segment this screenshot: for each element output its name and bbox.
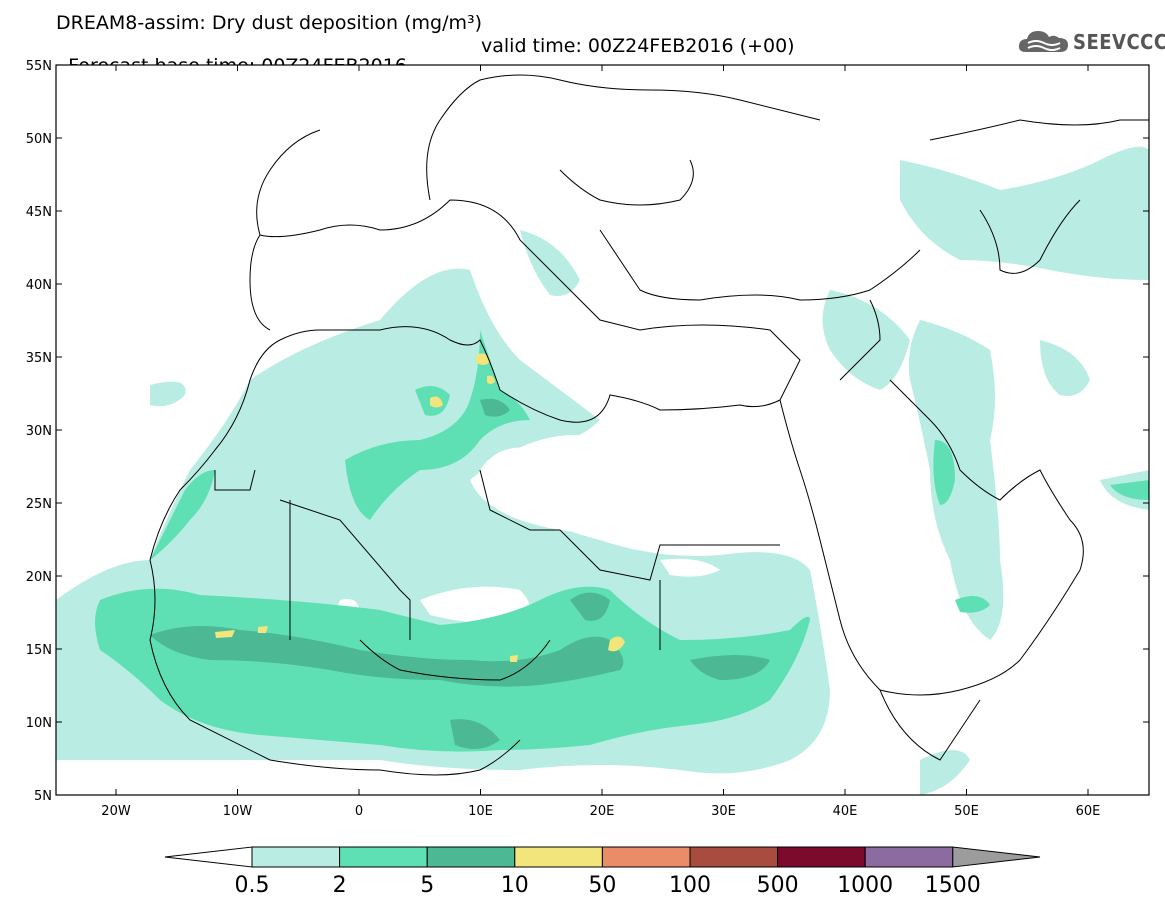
colorbar-label: 50	[588, 873, 616, 898]
colorbar-label: 100	[669, 873, 711, 898]
colorbar-segment	[514, 846, 603, 868]
lat-label: 50N	[26, 132, 52, 147]
map-title: DREAM8-assim: Dry dust deposition (mg/m³…	[56, 12, 483, 34]
latitude-labels: 55N 50N 45N 40N 35N 30N 25N 20N 15N 10N 5N	[26, 59, 52, 804]
lon-label: 40E	[833, 804, 858, 819]
lon-label: 60E	[1076, 804, 1101, 819]
plot-area	[56, 65, 1149, 795]
colorbar-segment	[864, 846, 954, 868]
lon-label: 20E	[590, 804, 615, 819]
valid-time: valid time: 00Z24FEB2016 (+00)	[481, 35, 795, 57]
lon-label: 30E	[711, 804, 736, 819]
seevccc-logo: SEEVCCC	[1016, 24, 1165, 58]
colorbar-label: 0.5	[235, 873, 270, 898]
lat-label: 40N	[26, 278, 52, 293]
lon-label: 10W	[223, 804, 253, 819]
colorbar-label: 1000	[837, 873, 893, 898]
clear-areas	[335, 435, 720, 625]
colorbar-high-arrow	[952, 846, 1041, 868]
lon-label: 0	[355, 804, 363, 819]
cloud-icon	[1018, 31, 1068, 52]
colorbar-low-arrow	[164, 846, 253, 868]
lat-label: 55N	[26, 59, 52, 74]
colorbar-segment	[426, 846, 516, 868]
lat-label: 5N	[34, 789, 52, 804]
lon-label: 10E	[468, 804, 493, 819]
colorbar-label: 10	[501, 873, 529, 898]
colorbar-segment	[251, 846, 341, 868]
deposition-layer-10	[215, 353, 625, 662]
lat-label: 45N	[26, 205, 52, 220]
colorbar-segment	[339, 846, 428, 868]
colorbar-label: 5	[420, 873, 434, 898]
coastlines-borders	[149, 74, 1149, 776]
colorbar-label: 500	[757, 873, 799, 898]
colorbar-labels: 0.5 2 5 10 50 100 500 1000 1500	[235, 873, 981, 898]
colorbar-label: 1500	[925, 873, 981, 898]
lat-label: 35N	[26, 351, 52, 366]
lat-label: 15N	[26, 643, 52, 658]
lat-label: 30N	[26, 424, 52, 439]
colorbar-segment	[777, 846, 866, 868]
colorbar-segment	[689, 846, 779, 868]
lat-label: 20N	[26, 570, 52, 585]
colorbar-segment	[601, 846, 691, 868]
deposition-layer-5	[150, 398, 770, 749]
lat-label: 10N	[26, 716, 52, 731]
lat-label: 25N	[26, 497, 52, 512]
colorbar-label: 2	[333, 873, 347, 898]
colorbar	[164, 846, 1041, 868]
longitude-labels: 20W 10W 0 10E 20E 30E 40E 50E 60E	[101, 804, 1100, 819]
axis-ticks	[56, 64, 1149, 796]
lon-label: 20W	[101, 804, 131, 819]
logo-text: SEEVCCC	[1073, 30, 1165, 54]
lon-label: 50E	[954, 804, 979, 819]
